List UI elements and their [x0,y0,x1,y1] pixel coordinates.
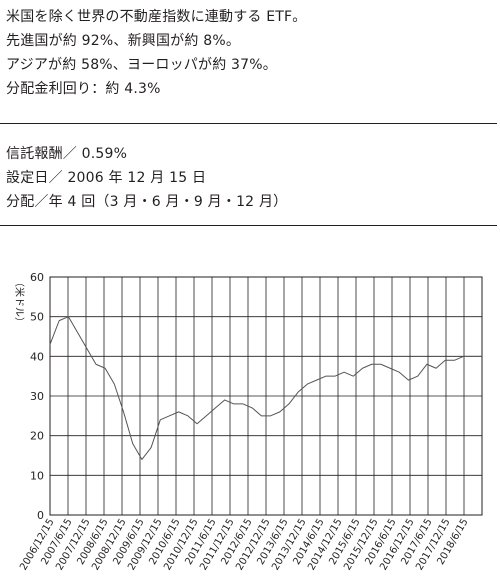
y-tick-label: 0 [37,509,44,522]
y-tick-label: 40 [30,350,44,363]
y-tick-label: 30 [30,390,44,403]
y-tick-label: 60 [30,271,44,284]
price-chart: 01020304050602006/12/152007/6/152007/12/… [13,271,483,572]
summary-line-3: アジアが約 58%、ヨーロッパが約 37%。 [6,57,277,73]
y-tick-label: 20 [30,430,44,443]
y-tick-label: 10 [30,469,44,482]
y-tick-label: 50 [30,311,44,324]
fee-text: 信託報酬／ 0.59% [6,146,128,162]
price-series-line [49,316,482,460]
divider-top [0,123,497,124]
summary-line-1: 米国を除く世界の不動産指数に連動する ETF。 [6,9,307,25]
summary-line-4: 分配金利回り：約 4.3% [6,81,161,97]
y-axis-unit-label: （米ドル） [13,277,26,327]
summary-line-2: 先進国が約 92%、新興国が約 8%。 [6,33,241,49]
inception-date-text: 設定日／ 2006 年 12 月 15 日 [6,170,207,186]
distribution-text: 分配／年 4 回（3 月・6 月・9 月・12 月） [6,194,288,210]
divider-bottom [0,225,497,226]
